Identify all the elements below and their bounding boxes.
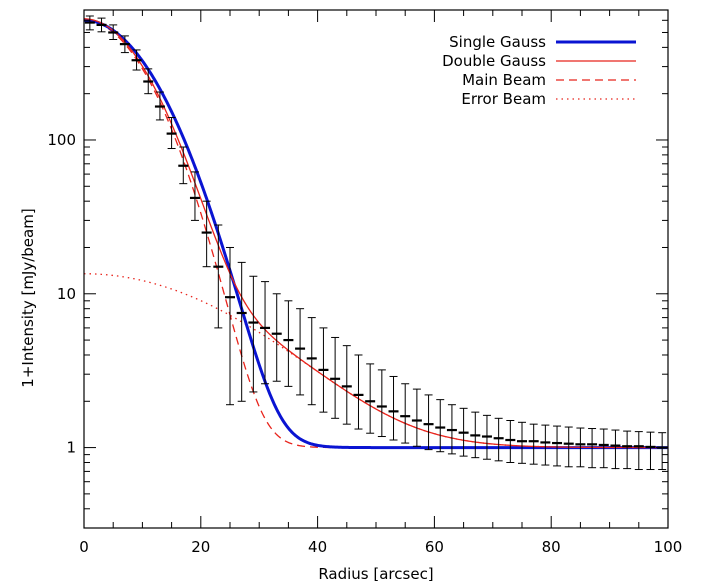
data-point xyxy=(388,375,399,441)
data-point xyxy=(458,407,469,457)
data-point xyxy=(622,430,633,470)
data-point xyxy=(587,428,598,469)
data-point xyxy=(575,427,586,468)
legend-label: Double Gauss xyxy=(442,52,546,70)
data-point xyxy=(598,428,609,469)
data-point xyxy=(178,146,189,185)
data-point xyxy=(166,117,177,150)
data-point xyxy=(517,421,527,464)
data-point xyxy=(528,423,539,465)
data-point xyxy=(446,404,457,455)
data-point xyxy=(306,317,317,406)
data-point xyxy=(610,429,621,470)
data-point xyxy=(295,308,306,396)
data-point xyxy=(119,35,130,54)
data-point xyxy=(96,17,107,33)
y-tick-label: 100 xyxy=(47,131,76,149)
y-tick-label: 1 xyxy=(66,439,76,457)
legend-label: Single Gauss xyxy=(449,33,546,51)
data-point xyxy=(376,369,387,438)
data-point xyxy=(213,224,224,329)
data-point xyxy=(470,411,481,459)
legend-entry: Single Gauss xyxy=(449,33,636,51)
data-point xyxy=(318,327,329,413)
data-point xyxy=(108,24,119,41)
data-point xyxy=(201,200,212,268)
x-tick-label: 60 xyxy=(425,538,444,556)
data-point xyxy=(248,275,259,393)
y-axis-label: 1+Intensity [mJy/beam] xyxy=(19,208,37,387)
data-point xyxy=(330,336,341,419)
data-points xyxy=(84,15,668,471)
data-point xyxy=(435,399,446,453)
legend-label: Error Beam xyxy=(461,90,546,108)
data-point xyxy=(493,417,504,462)
data-point xyxy=(423,394,434,451)
data-point xyxy=(283,300,294,387)
data-point xyxy=(225,246,235,406)
legend-entry: Main Beam xyxy=(462,71,636,89)
data-point xyxy=(131,49,142,71)
data-point xyxy=(260,281,271,385)
legend-entry: Double Gauss xyxy=(442,52,636,70)
data-point xyxy=(353,354,364,430)
x-tick-label: 100 xyxy=(654,538,683,556)
data-point xyxy=(84,15,95,31)
x-tick-label: 40 xyxy=(308,538,327,556)
legend-entry: Error Beam xyxy=(461,90,636,108)
data-point xyxy=(400,383,411,444)
data-point xyxy=(365,363,376,434)
data-point xyxy=(481,414,492,460)
data-point xyxy=(633,431,644,471)
data-point xyxy=(540,424,551,466)
error-beam-curve xyxy=(83,273,668,449)
data-point xyxy=(645,431,656,471)
x-tick-label: 0 xyxy=(79,538,89,556)
data-point xyxy=(271,293,282,382)
data-point xyxy=(411,388,422,447)
data-point xyxy=(341,345,352,425)
axes: 0 20 40 60 80 100 1 10 100 xyxy=(47,9,683,556)
data-point xyxy=(236,261,247,402)
data-point xyxy=(189,171,200,221)
y-tick-label: 10 xyxy=(57,285,76,303)
data-point xyxy=(143,68,154,95)
x-tick-label: 20 xyxy=(191,538,210,556)
x-axis-label: Radius [arcsec] xyxy=(318,565,433,583)
data-point xyxy=(505,419,516,463)
data-point xyxy=(563,426,574,468)
legend-label: Main Beam xyxy=(462,71,546,89)
data-point xyxy=(552,425,563,467)
data-point xyxy=(154,91,165,121)
x-tick-label: 80 xyxy=(542,538,561,556)
